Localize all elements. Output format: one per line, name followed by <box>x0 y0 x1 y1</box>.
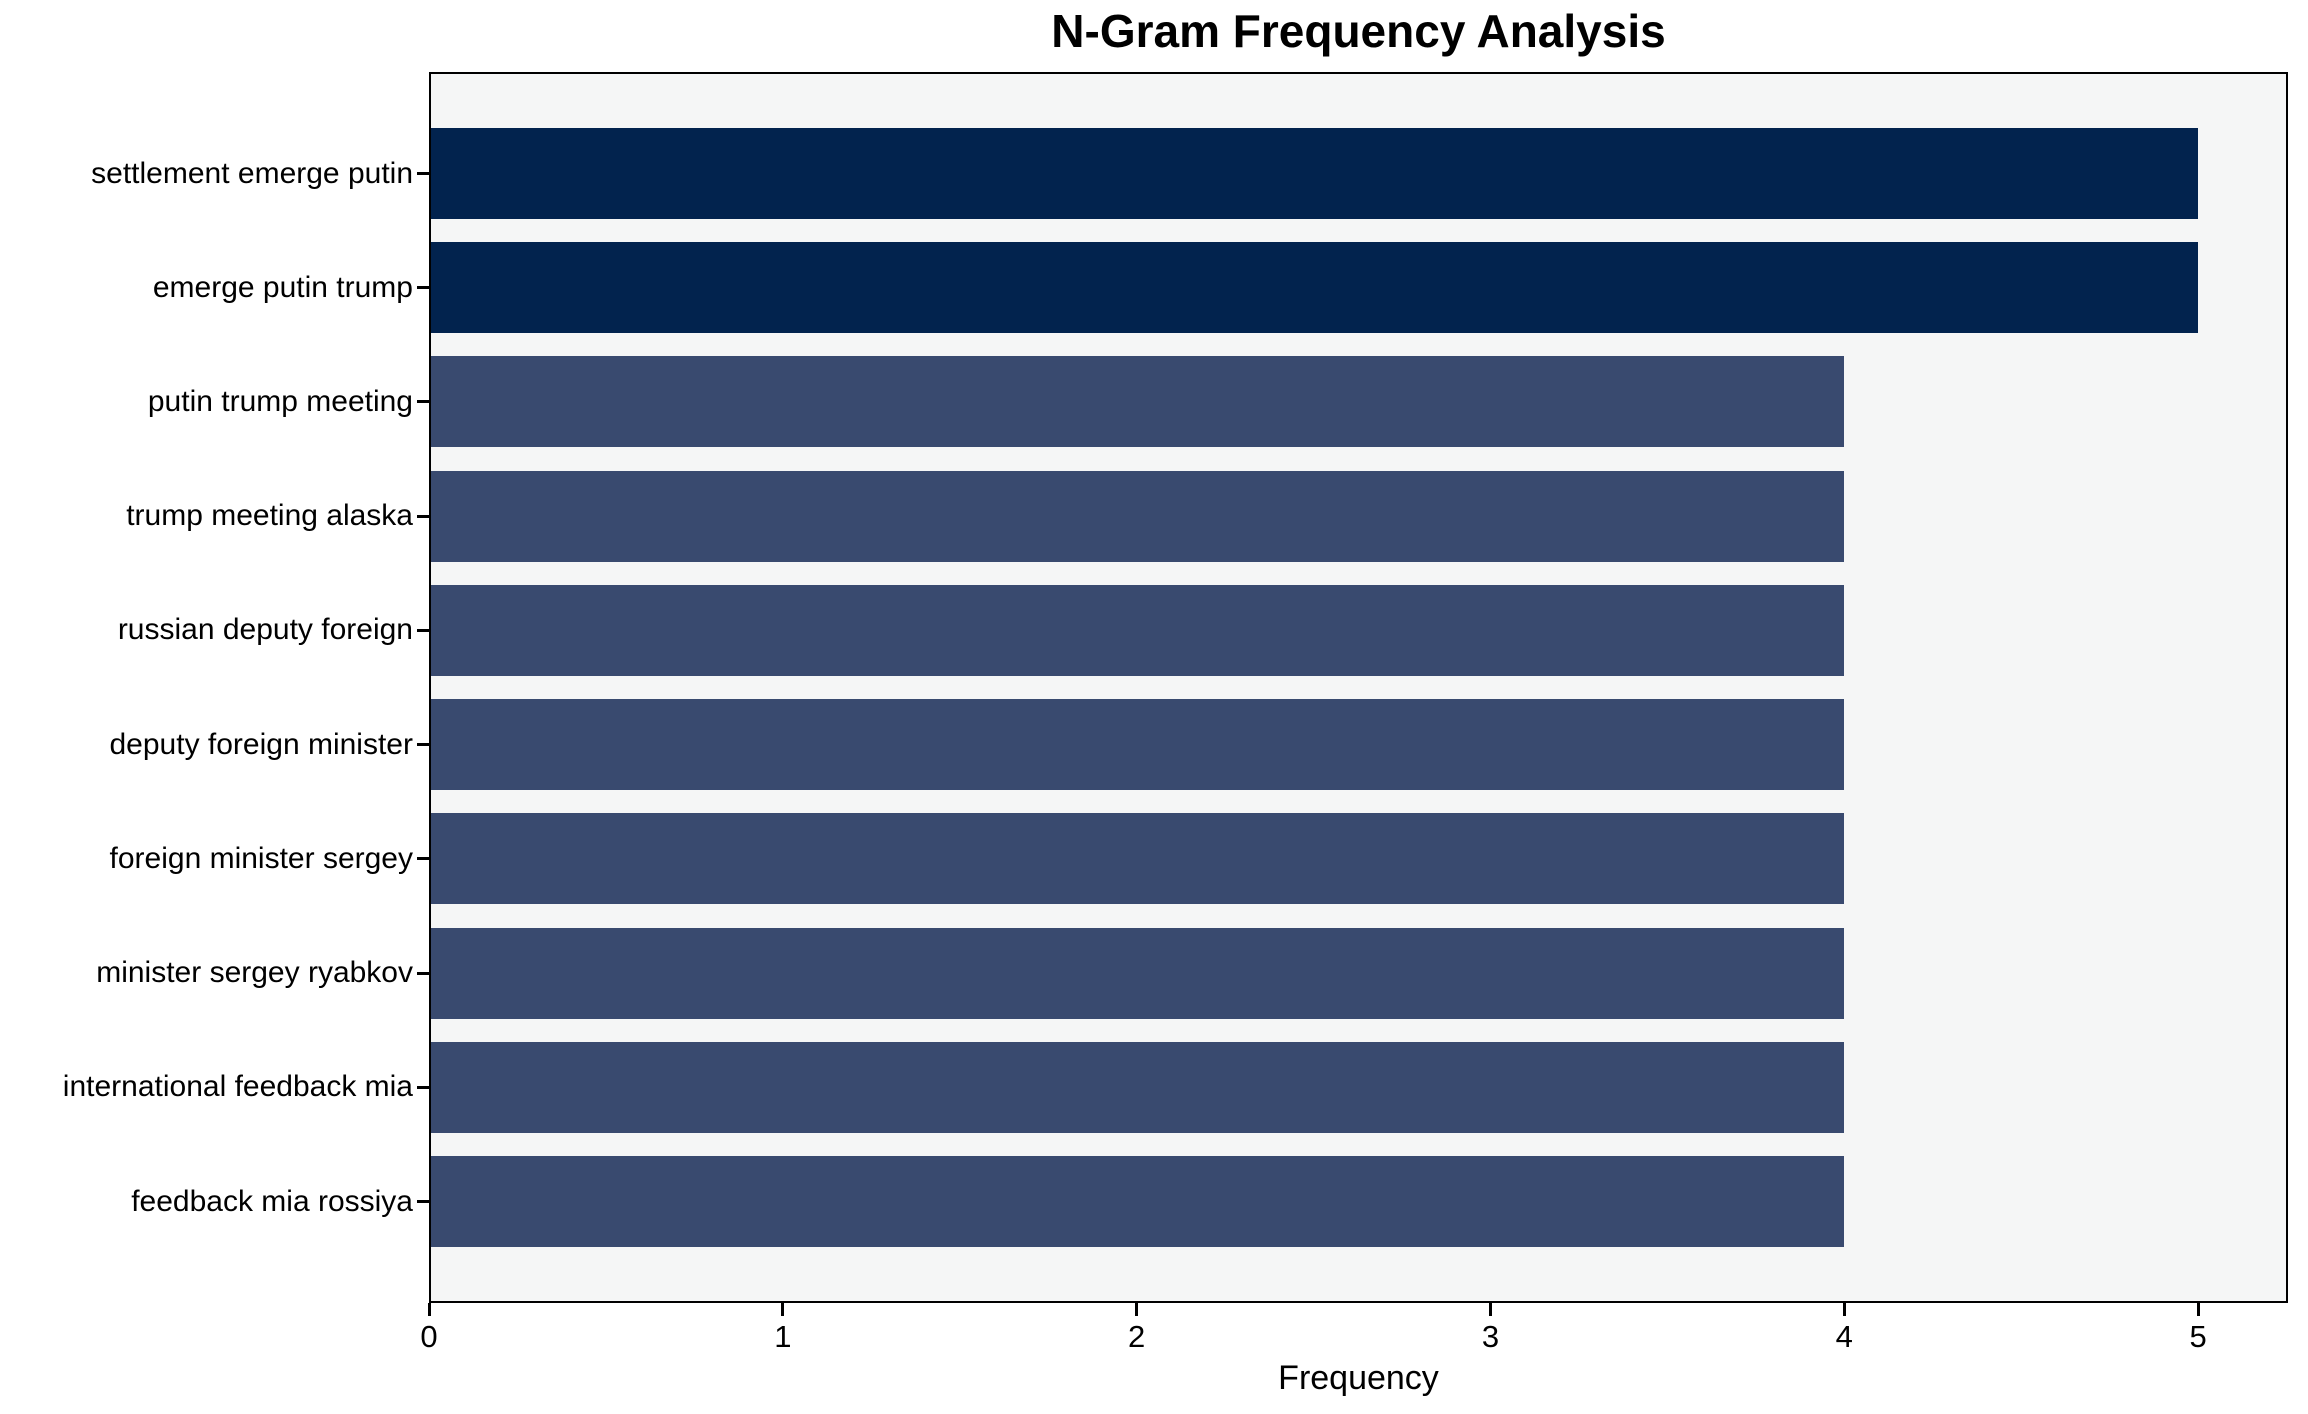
x-axis-label: Frequency <box>1278 1359 1439 1397</box>
x-tick-label: 4 <box>1835 1319 1853 1354</box>
y-tick <box>417 172 429 175</box>
bar <box>429 584 1845 676</box>
bar <box>429 470 1845 562</box>
y-tick-label: trump meeting alaska <box>126 499 413 533</box>
y-tick <box>417 1085 429 1089</box>
x-tick <box>1842 1303 1846 1316</box>
bar <box>429 128 2199 219</box>
x-tick <box>1488 1303 1492 1316</box>
y-tick <box>417 286 429 290</box>
y-tick <box>417 857 429 861</box>
bar <box>429 1156 1845 1247</box>
bar <box>429 1041 1845 1133</box>
x-tick-label: 0 <box>420 1319 438 1354</box>
y-tick <box>417 1200 429 1203</box>
y-tick-label: deputy foreign minister <box>109 727 414 761</box>
y-tick <box>417 971 429 975</box>
x-tick-label: 3 <box>1481 1319 1500 1354</box>
y-tick-label: emerge putin trump <box>152 270 413 304</box>
bar <box>429 242 2199 334</box>
x-tick <box>781 1303 785 1316</box>
x-tick <box>427 1303 431 1316</box>
bar <box>429 813 1845 905</box>
y-tick-label: international feedback mia <box>62 1070 413 1104</box>
x-tick-label: 5 <box>2189 1319 2207 1354</box>
y-tick <box>417 743 429 747</box>
y-tick-label: foreign minister sergey <box>109 841 413 875</box>
y-tick <box>417 514 429 518</box>
y-tick <box>417 400 429 404</box>
y-tick <box>417 628 429 632</box>
y-tick-label: settlement emerge putin <box>91 156 413 190</box>
y-tick-label: feedback mia rossiya <box>131 1184 413 1218</box>
x-tick <box>1135 1303 1139 1316</box>
y-tick-label: putin trump meeting <box>147 384 413 418</box>
y-tick-label: russian deputy foreign <box>117 613 413 647</box>
x-tick-label: 2 <box>1128 1319 1146 1354</box>
x-tick <box>2196 1303 2200 1316</box>
chart-title: N-Gram Frequency Analysis <box>1051 5 1666 57</box>
bar <box>429 356 1845 448</box>
bar <box>429 699 1845 791</box>
y-tick-label: minister sergey ryabkov <box>96 956 413 990</box>
bar <box>429 927 1845 1019</box>
x-tick-label: 1 <box>774 1319 792 1354</box>
